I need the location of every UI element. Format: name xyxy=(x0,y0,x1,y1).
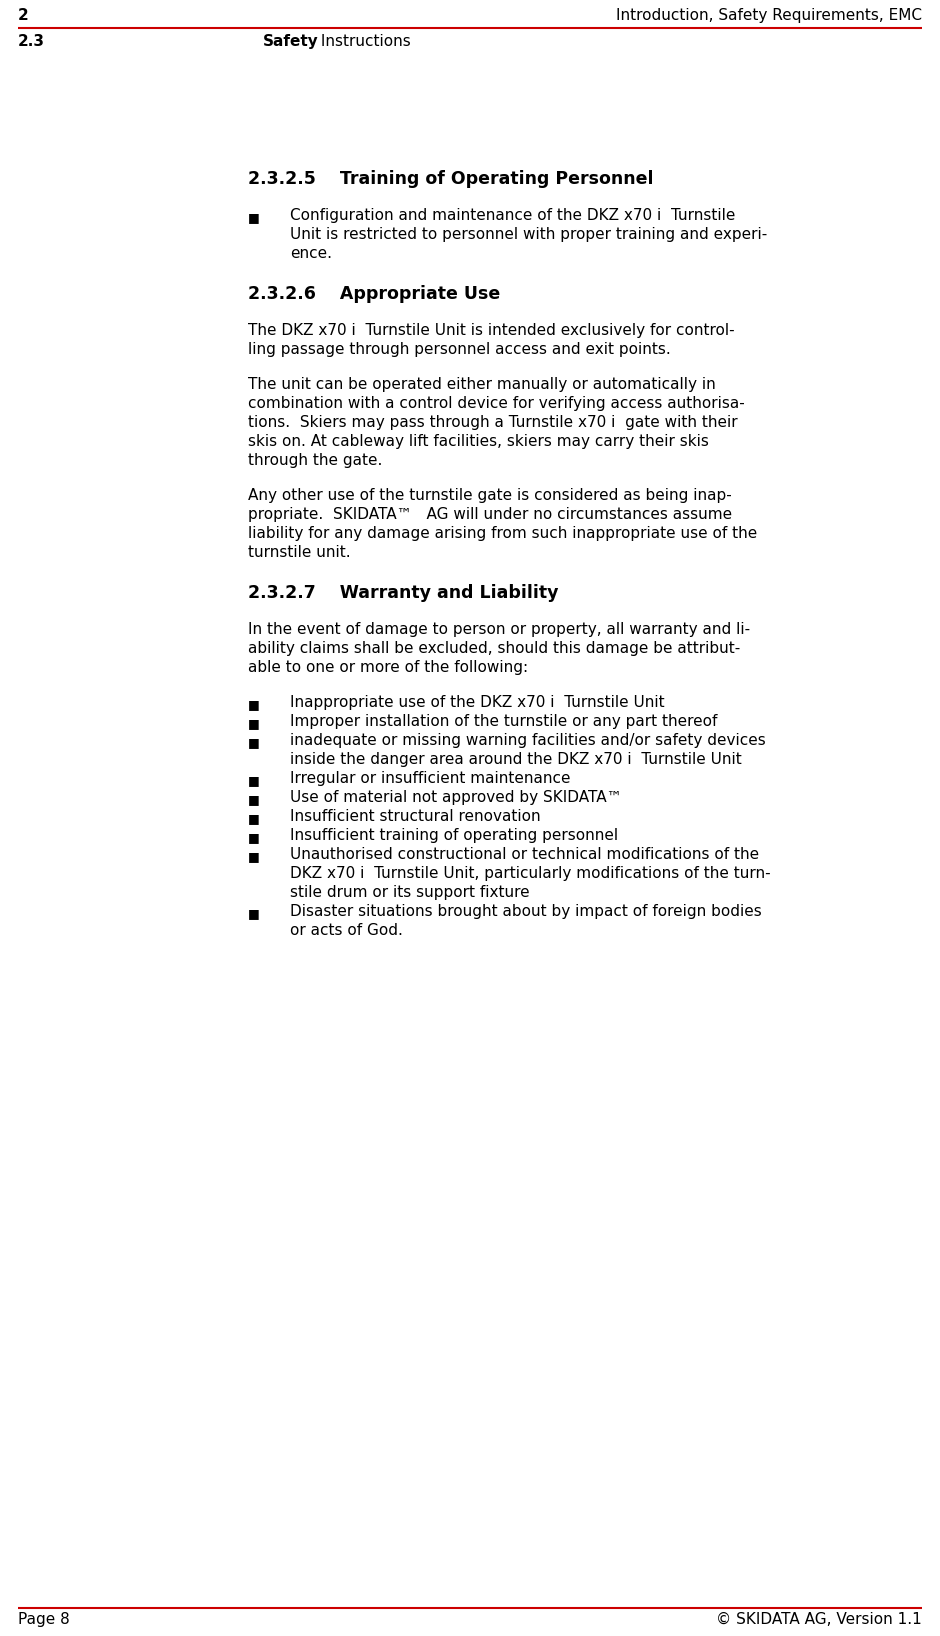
Text: propriate.  SKIDATA™   AG will under no circumstances assume: propriate. SKIDATA™ AG will under no cir… xyxy=(248,507,732,522)
Text: tions.  Skiers may pass through a Turnstile x70 i  gate with their: tions. Skiers may pass through a Turnsti… xyxy=(248,416,738,430)
Text: inside the danger area around the DKZ x70 i  Turnstile Unit: inside the danger area around the DKZ x7… xyxy=(290,753,742,767)
Text: Instructions: Instructions xyxy=(316,34,411,49)
Text: ■: ■ xyxy=(248,906,259,919)
Text: 2: 2 xyxy=(18,8,29,23)
Text: Unit is restricted to personnel with proper training and experi-: Unit is restricted to personnel with pro… xyxy=(290,227,767,242)
Text: Insufficient training of operating personnel: Insufficient training of operating perso… xyxy=(290,828,619,843)
Text: inadequate or missing warning facilities and/or safety devices: inadequate or missing warning facilities… xyxy=(290,733,766,748)
Text: ■: ■ xyxy=(248,831,259,844)
Text: ■: ■ xyxy=(248,774,259,787)
Text: ■: ■ xyxy=(248,736,259,749)
Text: In the event of damage to person or property, all warranty and li-: In the event of damage to person or prop… xyxy=(248,622,750,636)
Text: Improper installation of the turnstile or any part thereof: Improper installation of the turnstile o… xyxy=(290,713,717,730)
Text: Page 8: Page 8 xyxy=(18,1611,70,1626)
Text: Any other use of the turnstile gate is considered as being inap-: Any other use of the turnstile gate is c… xyxy=(248,488,731,502)
Text: Configuration and maintenance of the DKZ x70 i  Turnstile: Configuration and maintenance of the DKZ… xyxy=(290,208,735,222)
Text: Safety: Safety xyxy=(263,34,319,49)
Text: turnstile unit.: turnstile unit. xyxy=(248,545,351,560)
Text: ■: ■ xyxy=(248,699,259,712)
Text: liability for any damage arising from such inappropriate use of the: liability for any damage arising from su… xyxy=(248,527,758,542)
Text: ■: ■ xyxy=(248,811,259,825)
Text: skis on. At cableway lift facilities, skiers may carry their skis: skis on. At cableway lift facilities, sk… xyxy=(248,434,709,448)
Text: ■: ■ xyxy=(248,717,259,730)
Text: combination with a control device for verifying access authorisa-: combination with a control device for ve… xyxy=(248,396,744,411)
Text: Unauthorised constructional or technical modifications of the: Unauthorised constructional or technical… xyxy=(290,847,760,862)
Text: ence.: ence. xyxy=(290,245,332,262)
Text: Insufficient structural renovation: Insufficient structural renovation xyxy=(290,808,540,825)
Text: stile drum or its support fixture: stile drum or its support fixture xyxy=(290,885,529,900)
Text: ability claims shall be excluded, should this damage be attribut-: ability claims shall be excluded, should… xyxy=(248,641,741,656)
Text: Inappropriate use of the DKZ x70 i  Turnstile Unit: Inappropriate use of the DKZ x70 i Turns… xyxy=(290,695,665,710)
Text: able to one or more of the following:: able to one or more of the following: xyxy=(248,659,528,676)
Text: or acts of God.: or acts of God. xyxy=(290,923,403,937)
Text: 2.3.2.6    Appropriate Use: 2.3.2.6 Appropriate Use xyxy=(248,285,500,303)
Text: ling passage through personnel access and exit points.: ling passage through personnel access an… xyxy=(248,342,671,357)
Text: ■: ■ xyxy=(248,851,259,864)
Text: The unit can be operated either manually or automatically in: The unit can be operated either manually… xyxy=(248,376,715,393)
Text: Disaster situations brought about by impact of foreign bodies: Disaster situations brought about by imp… xyxy=(290,905,761,919)
Text: 2.3.2.7    Warranty and Liability: 2.3.2.7 Warranty and Liability xyxy=(248,584,558,602)
Text: Introduction, Safety Requirements, EMC: Introduction, Safety Requirements, EMC xyxy=(616,8,922,23)
Text: Use of material not approved by SKIDATA™: Use of material not approved by SKIDATA™ xyxy=(290,790,622,805)
Text: through the gate.: through the gate. xyxy=(248,453,383,468)
Text: 2.3: 2.3 xyxy=(18,34,45,49)
Text: DKZ x70 i  Turnstile Unit, particularly modifications of the turn-: DKZ x70 i Turnstile Unit, particularly m… xyxy=(290,865,771,882)
Text: 2.3.2.5    Training of Operating Personnel: 2.3.2.5 Training of Operating Personnel xyxy=(248,170,653,188)
Text: © SKIDATA AG, Version 1.1: © SKIDATA AG, Version 1.1 xyxy=(716,1611,922,1626)
Text: ■: ■ xyxy=(248,793,259,807)
Text: Irregular or insufficient maintenance: Irregular or insufficient maintenance xyxy=(290,771,571,785)
Text: The DKZ x70 i  Turnstile Unit is intended exclusively for control-: The DKZ x70 i Turnstile Unit is intended… xyxy=(248,322,735,339)
Text: ■: ■ xyxy=(248,211,259,224)
